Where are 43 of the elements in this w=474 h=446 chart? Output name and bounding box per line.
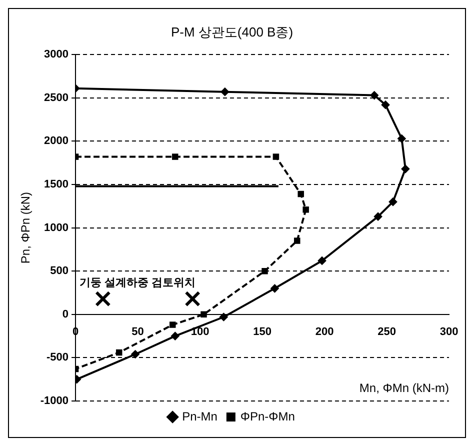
point bbox=[398, 134, 406, 143]
point bbox=[220, 88, 229, 96]
y-tick-label: 1000 bbox=[44, 222, 69, 234]
point bbox=[370, 91, 378, 100]
annotation: 기둥 설계하중 검토위치 bbox=[80, 277, 196, 290]
point bbox=[131, 350, 140, 358]
point bbox=[270, 284, 279, 292]
x-tick-label: 150 bbox=[253, 326, 272, 338]
point bbox=[220, 313, 228, 321]
y-axis-title: Pn, ΦPn (kN) bbox=[18, 192, 33, 264]
point bbox=[388, 198, 397, 206]
y-tick-label: -500 bbox=[46, 352, 69, 364]
point bbox=[184, 290, 200, 307]
point bbox=[172, 154, 178, 160]
chart-title: P-M 상관도(400 B종) bbox=[170, 24, 294, 40]
x-tick-label: 300 bbox=[440, 326, 458, 338]
y-tick-label: -1000 bbox=[40, 395, 69, 408]
point bbox=[401, 164, 410, 173]
legend-label: ΦPn-ΦMn bbox=[240, 409, 295, 424]
y-tick-label: 3000 bbox=[44, 48, 69, 61]
point bbox=[382, 100, 390, 109]
point bbox=[298, 190, 304, 198]
point bbox=[95, 290, 111, 307]
point bbox=[262, 268, 268, 274]
point bbox=[318, 256, 326, 265]
x-tick-label: 200 bbox=[315, 326, 334, 338]
x-tick-label: 50 bbox=[132, 326, 144, 338]
y-tick-label: 1500 bbox=[44, 178, 69, 191]
point bbox=[272, 154, 280, 160]
point bbox=[294, 238, 300, 244]
y-tick-label: 2500 bbox=[44, 92, 69, 104]
point bbox=[171, 332, 180, 340]
y-tick-label: 500 bbox=[50, 265, 69, 278]
point bbox=[116, 349, 122, 356]
legend-label: Pn-Mn bbox=[182, 409, 218, 424]
y-tick-label: 2000 bbox=[44, 135, 69, 148]
point bbox=[200, 311, 207, 318]
y-tick-label: 0 bbox=[62, 308, 69, 320]
x-tick-label: 250 bbox=[378, 326, 396, 338]
point bbox=[374, 212, 382, 221]
point bbox=[170, 322, 176, 328]
point bbox=[302, 206, 309, 213]
x-axis-title: Mn, ΦMn (kN-m) bbox=[359, 381, 449, 396]
